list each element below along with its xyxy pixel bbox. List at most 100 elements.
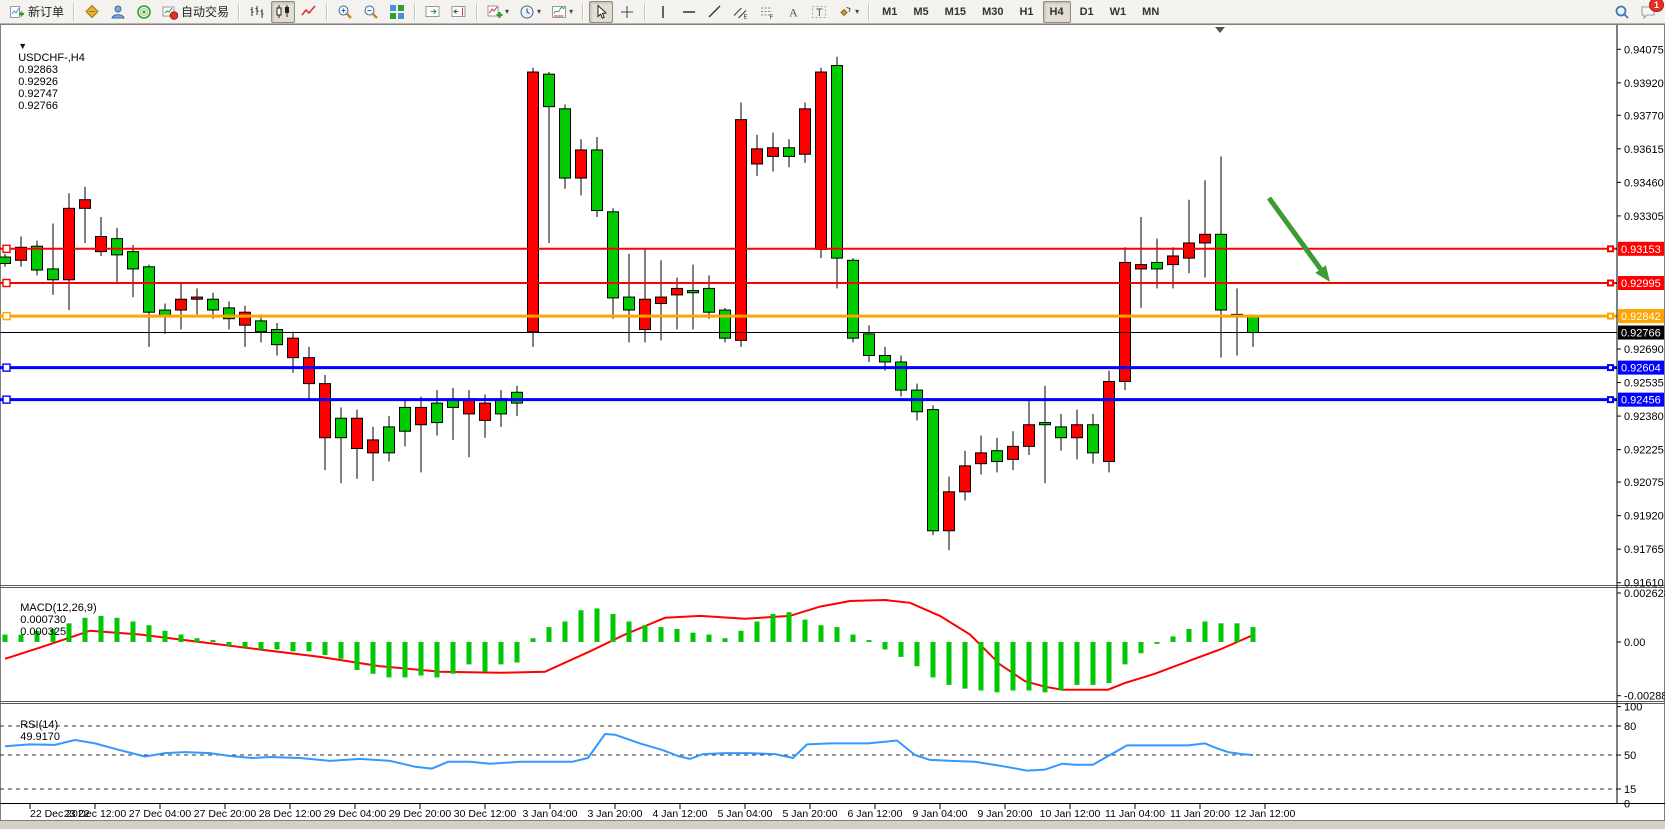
time-tick-label: 29 Dec 04:00 (324, 808, 387, 820)
candlestick-chart-button[interactable] (271, 0, 296, 23)
chevron-down-icon[interactable]: ▾ (537, 7, 542, 16)
text-icon: A (789, 5, 798, 19)
indicators-button[interactable]: ▾ (483, 1, 513, 23)
text-button[interactable]: A (781, 1, 805, 23)
time-tick-label: 3 Jan 20:00 (588, 808, 643, 820)
horizontal-level-line-0.92456[interactable] (0, 395, 1617, 404)
time-tick-label: 27 Dec 20:00 (194, 808, 257, 820)
price-level-badge (1618, 325, 1664, 340)
new-chart-button[interactable] (80, 1, 104, 23)
rsi-axis-label: 15 (1624, 784, 1636, 796)
chevron-down-icon[interactable]: ▾ (855, 7, 860, 16)
horizontal-line-button[interactable] (677, 1, 701, 23)
arrows-button[interactable]: ▾ (833, 1, 863, 23)
svg-text:T: T (816, 7, 823, 19)
status-strip (0, 821, 1665, 829)
toolbar-group-chart-types (244, 0, 322, 24)
clock-icon (520, 5, 534, 18)
rsi-line (4, 733, 1254, 772)
timeframe-m1[interactable]: M1 (882, 5, 898, 18)
search-icon (1615, 5, 1629, 19)
rsi-axis-label: 100 (1624, 702, 1642, 714)
horizontal-level-line-0.92995[interactable] (0, 278, 1617, 288)
svg-text:E: E (744, 14, 748, 20)
trendline-icon (708, 5, 721, 17)
zoom-in-icon (338, 5, 352, 19)
horizontal-level-line-0.92842[interactable] (0, 311, 1617, 321)
price-tick-label: 0.93615 (1624, 144, 1664, 156)
svg-text:A: A (789, 5, 798, 19)
timeframe-m30[interactable]: M30 (982, 5, 1004, 18)
rsi-name: RSI(14) (20, 719, 59, 731)
toolbar-group-scroll (420, 0, 472, 24)
rsi-axis-label: 0 (1624, 799, 1630, 811)
timeframe-m5[interactable]: M5 (913, 5, 929, 18)
chart-canvas[interactable]: 0.94075 0.93920 0.93770 0.93615 0.93460 0.933… (0, 24, 1665, 829)
timeframe-h4[interactable]: H4 (1042, 0, 1071, 23)
indicator-axis[interactable]: 0.002628 0.00 -0.002881100 80 50 15 0 (1616, 588, 1665, 811)
chart-shift-button[interactable] (447, 1, 471, 23)
rsi-indicator-label: RSI(14) 49.9170 (8, 707, 64, 755)
pane-separator[interactable] (0, 585, 1665, 588)
gold-chart-icon (85, 4, 99, 18)
auto-trading-button[interactable]: 自动交易 (158, 1, 233, 23)
price-axis[interactable]: 0.94075 0.93920 0.93770 0.93615 0.93460 0.933… (1616, 25, 1664, 804)
svg-text:F: F (770, 15, 774, 20)
label-button[interactable]: T (807, 1, 831, 23)
vertical-line-button[interactable] (651, 1, 675, 23)
macd-indicator-label: MACD(12,26,9) 0.000730 0.000325 (8, 590, 103, 650)
price-level-badge (1618, 360, 1664, 375)
cursor-button[interactable] (589, 0, 614, 23)
toolbar-group-adds: ▾ ▾ ▾ (482, 0, 578, 24)
profile-icon (111, 5, 125, 18)
templates-button[interactable]: ▾ (547, 1, 577, 23)
profiles-button[interactable] (106, 1, 130, 23)
toolbar-separator (868, 2, 871, 21)
low-value: 0.92747 (18, 88, 58, 100)
toolbar-separator (238, 2, 241, 21)
channel-button[interactable]: E (729, 1, 753, 23)
fibonacci-button[interactable]: F (755, 1, 779, 23)
periods-button[interactable]: ▾ (515, 1, 545, 23)
collapse-icon[interactable]: ▼ (18, 41, 28, 51)
signals-button[interactable] (132, 1, 156, 23)
time-tick-label: 5 Jan 04:00 (718, 808, 773, 820)
chart-shift-icon (451, 5, 466, 17)
toolbar: 新订单 自动交易 ▾ ▾ ▾ E F A T ▾ M1 M5 M15 M30 H1 H4 D1 W1 MN 1 (0, 0, 1665, 24)
fibo-icon: F (761, 7, 774, 20)
timeframe-h1[interactable]: H1 (1019, 5, 1034, 18)
chevron-down-icon[interactable]: ▾ (569, 7, 574, 16)
trendline-button[interactable] (703, 1, 727, 23)
channel-icon: E (733, 7, 748, 20)
toolbar-group-timeframes: M1 M5 M15 M30 H1 H4 D1 W1 MN (874, 0, 1167, 24)
tile-windows-button[interactable] (385, 1, 409, 23)
time-tick-label: 9 Jan 20:00 (978, 808, 1033, 820)
price-tick-label: 0.93770 (1624, 110, 1664, 122)
timeframe-mn[interactable]: MN (1142, 5, 1160, 18)
time-tick-label: 4 Jan 12:00 (653, 808, 708, 820)
zoom-out-button[interactable] (359, 1, 383, 23)
chevron-down-icon[interactable]: ▾ (505, 7, 510, 16)
line-chart-button[interactable] (297, 1, 321, 23)
horizontal-level-line-0.92604[interactable] (0, 363, 1617, 372)
timeframe-m15[interactable]: M15 (944, 5, 967, 18)
new-order-button[interactable]: 新订单 (5, 1, 68, 23)
time-tick-label: 5 Jan 20:00 (783, 808, 838, 820)
price-level-badge-label: 0.92995 (1621, 278, 1661, 290)
crosshair-button[interactable] (615, 1, 639, 23)
search-button[interactable] (1610, 1, 1634, 23)
auto-scroll-button[interactable] (421, 1, 445, 23)
candlesticks (0, 56, 1259, 551)
chart-shift-marker[interactable] (1215, 27, 1225, 33)
pane-separator[interactable] (0, 701, 1665, 704)
bar-chart-button[interactable] (245, 1, 269, 23)
horizontal-level-line-0.93153[interactable] (0, 244, 1617, 254)
timeframe-w1[interactable]: W1 (1109, 5, 1127, 18)
trend-arrow[interactable] (1266, 196, 1330, 282)
notifications-button[interactable]: 1 (1636, 0, 1664, 23)
toolbar-group-orders: 新订单 (4, 0, 69, 24)
toolbar-group-draw-tools: E F A T ▾ (650, 0, 864, 24)
timeframe-d1[interactable]: D1 (1079, 5, 1094, 18)
zoom-in-button[interactable] (333, 1, 357, 23)
